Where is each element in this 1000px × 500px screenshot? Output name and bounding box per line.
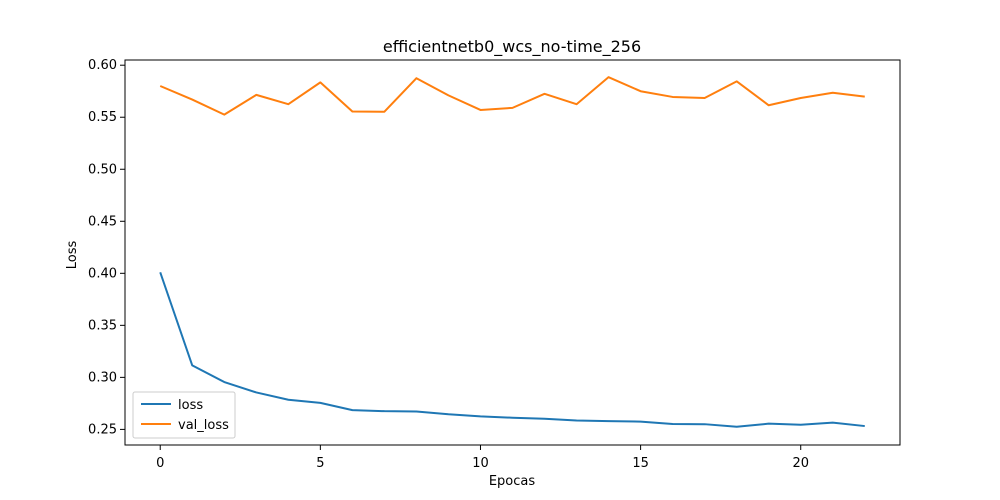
y-tick-label: 0.25 — [88, 422, 117, 437]
y-tick-label: 0.55 — [88, 110, 117, 125]
x-tick-label: 0 — [156, 456, 164, 471]
x-tick-label: 5 — [316, 456, 324, 471]
y-tick-label: 0.45 — [88, 214, 117, 229]
y-tick-label: 0.40 — [88, 266, 117, 281]
y-tick-label: 0.50 — [88, 162, 117, 177]
x-tick-label: 10 — [472, 456, 489, 471]
legend-label-val-loss: val_loss — [178, 418, 229, 433]
series-line-val-loss — [159, 76, 865, 116]
chart-title: efficientnetb0_wcs_no-time_256 — [383, 37, 641, 57]
x-axis-label: Epocas — [489, 474, 536, 489]
series-layer — [159, 76, 865, 428]
x-tick-label: 15 — [632, 456, 649, 471]
y-tick-label: 0.35 — [88, 318, 117, 333]
y-tick-label: 0.60 — [88, 58, 117, 73]
y-axis-label: Loss — [65, 241, 80, 270]
x-axis-ticks: 0 5 10 15 20 — [156, 445, 809, 471]
legend: loss val_loss — [132, 391, 236, 439]
plot-area: 0 5 10 15 20 0.25 0.30 0.35 0.40 0.45 0.50 0.55 0.6… — [88, 58, 901, 471]
legend-label-loss: loss — [178, 398, 203, 413]
y-axis-ticks: 0.25 0.30 0.35 0.40 0.45 0.50 0.55 0.60 — [88, 58, 125, 437]
x-tick-label: 20 — [792, 456, 809, 471]
series-line-loss — [159, 271, 865, 428]
y-tick-label: 0.30 — [88, 370, 117, 385]
plot-frame — [124, 59, 901, 446]
